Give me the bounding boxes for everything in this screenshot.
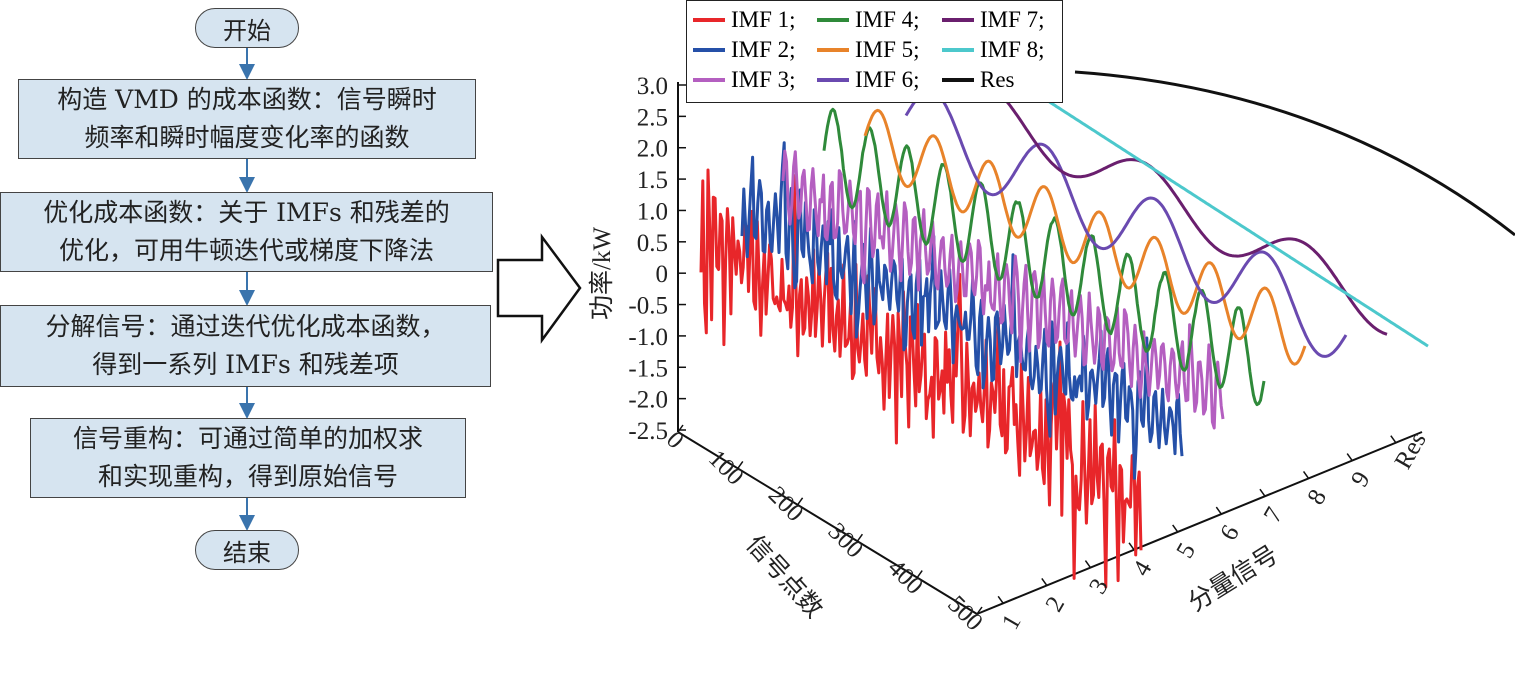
legend-label: Res bbox=[980, 67, 1015, 93]
z-axis-label: 功率/kW bbox=[588, 227, 616, 320]
y-tick-label: 9 bbox=[1346, 467, 1376, 491]
y-tick bbox=[1173, 525, 1178, 532]
legend: IMF 1; IMF 4; IMF 7; IMF 2; IMF 5; IMF 8; IMF … bbox=[686, 0, 1063, 103]
z-tick-label: 3.0 bbox=[637, 73, 668, 100]
legend-item: IMF 8; bbox=[942, 35, 1062, 65]
legend-item: IMF 7; bbox=[942, 5, 1062, 35]
y-tick-label: Res bbox=[1390, 428, 1432, 474]
legend-swatch bbox=[817, 78, 849, 82]
z-tick-label: -0.5 bbox=[628, 293, 668, 320]
y-tick-label: 5 bbox=[1171, 539, 1201, 563]
y-tick bbox=[1260, 489, 1265, 496]
legend-label: IMF 7; bbox=[980, 7, 1045, 33]
legend-label: IMF 8; bbox=[980, 37, 1045, 63]
x-axis-label: 信号点数 bbox=[741, 530, 829, 623]
legend-swatch bbox=[942, 18, 974, 22]
legend-item: IMF 5; bbox=[817, 35, 942, 65]
y-tick bbox=[1391, 436, 1396, 443]
legend-item: IMF 3; bbox=[693, 65, 817, 95]
legend-swatch bbox=[693, 18, 725, 22]
legend-item: IMF 4; bbox=[817, 5, 942, 35]
legend-label: IMF 4; bbox=[855, 7, 920, 33]
legend-item: Res bbox=[942, 65, 1062, 95]
y-tick bbox=[1216, 507, 1221, 514]
y-tick bbox=[1129, 543, 1134, 550]
z-tick-label: 1.5 bbox=[637, 167, 668, 194]
legend-swatch bbox=[693, 48, 725, 52]
z-tick-label: -1.0 bbox=[628, 324, 668, 351]
y-tick bbox=[998, 596, 1003, 603]
z-tick-label: -1.5 bbox=[628, 355, 668, 382]
z-tick-label: 2.0 bbox=[637, 136, 668, 163]
legend-item: IMF 6; bbox=[817, 65, 942, 95]
legend-label: IMF 2; bbox=[731, 37, 796, 63]
legend-label: IMF 1; bbox=[731, 7, 796, 33]
y-tick bbox=[1347, 454, 1352, 461]
legend-item: IMF 2; bbox=[693, 35, 817, 65]
y-tick-label: 2 bbox=[1041, 592, 1071, 616]
legend-swatch bbox=[942, 78, 974, 82]
z-tick-label: -2.0 bbox=[628, 387, 668, 414]
z-tick-label: 2.5 bbox=[637, 104, 668, 131]
y-tick bbox=[1042, 578, 1047, 585]
y-tick-label: 4 bbox=[1128, 556, 1158, 581]
z-tick-label: 1.0 bbox=[637, 198, 668, 225]
hollow-arrow bbox=[498, 237, 580, 340]
legend-swatch bbox=[942, 48, 974, 52]
series-line-res bbox=[1075, 72, 1515, 235]
legend-item: IMF 1; bbox=[693, 5, 817, 35]
y-tick-label: 8 bbox=[1302, 485, 1332, 509]
legend-label: IMF 6; bbox=[855, 67, 920, 93]
z-tick-label: 0.5 bbox=[637, 230, 668, 257]
legend-label: IMF 5; bbox=[855, 37, 920, 63]
y-tick bbox=[1304, 471, 1309, 478]
y-tick-label: 7 bbox=[1259, 503, 1289, 527]
z-tick-label: 0 bbox=[656, 261, 669, 288]
legend-swatch bbox=[817, 48, 849, 52]
legend-swatch bbox=[817, 18, 849, 22]
legend-swatch bbox=[693, 78, 725, 82]
y-tick-label: 6 bbox=[1215, 521, 1245, 545]
y-tick-label: 3 bbox=[1084, 574, 1114, 598]
y-tick-label: 1 bbox=[997, 610, 1027, 634]
legend-label: IMF 3; bbox=[731, 67, 796, 93]
z-tick-label: -2.5 bbox=[628, 418, 668, 445]
y-tick bbox=[1085, 561, 1090, 568]
